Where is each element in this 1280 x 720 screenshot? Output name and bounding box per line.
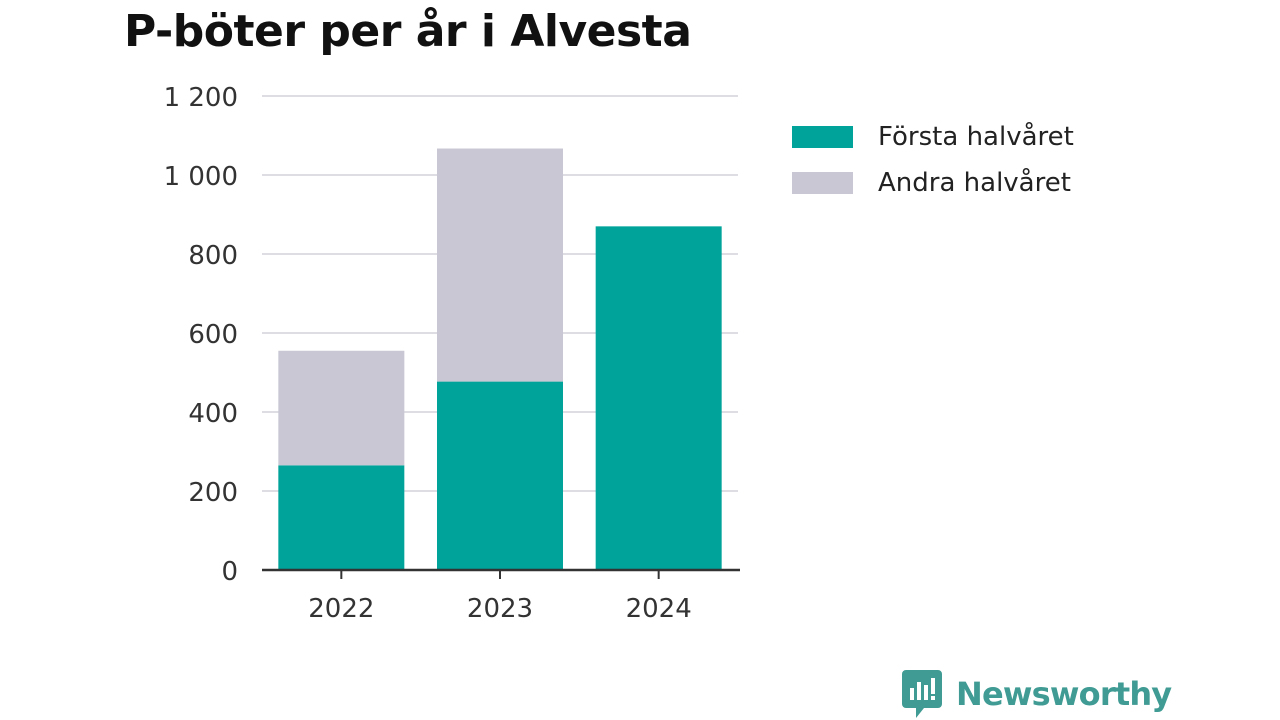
chart-title: P-böter per år i Alvesta xyxy=(124,6,692,57)
brand-logo: Newsworthy xyxy=(902,670,1172,718)
y-tick-label: 400 xyxy=(188,399,238,429)
bar-segment xyxy=(595,226,722,570)
y-tick-label: 800 xyxy=(188,241,238,271)
legend-swatch xyxy=(792,126,853,148)
bar-segment xyxy=(437,381,563,570)
legend-swatch xyxy=(792,172,853,194)
bar-segment xyxy=(437,148,563,382)
legend: Första halvåret Andra halvåret xyxy=(792,114,1074,206)
y-tick-label: 1 200 xyxy=(164,83,238,113)
bar-segment xyxy=(278,465,405,570)
legend-item-forsta-halvaret[interactable]: Första halvåret xyxy=(792,114,1074,160)
y-tick-label: 600 xyxy=(188,320,238,350)
y-axis-tick-labels: 0 200 400 600 800 1 000 1 200 xyxy=(164,83,238,587)
legend-label: Andra halvåret xyxy=(878,168,1071,198)
bar-segment xyxy=(278,350,405,466)
x-tick-label: 2024 xyxy=(626,594,692,624)
legend-item-andra-halvaret[interactable]: Andra halvåret xyxy=(792,160,1074,206)
x-tick-label: 2022 xyxy=(308,594,374,624)
brand-name: Newsworthy xyxy=(956,675,1172,713)
bar-series xyxy=(278,148,722,570)
legend-label: Första halvåret xyxy=(878,122,1074,152)
y-tick-label: 1 000 xyxy=(164,162,238,192)
x-axis: 2022 2023 2024 xyxy=(262,568,740,624)
newsworthy-logo-icon xyxy=(902,670,942,718)
x-tick-label: 2023 xyxy=(467,594,533,624)
y-tick-label: 0 xyxy=(221,557,238,587)
y-tick-label: 200 xyxy=(188,478,238,508)
